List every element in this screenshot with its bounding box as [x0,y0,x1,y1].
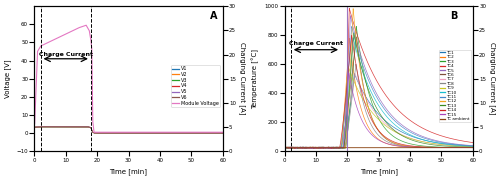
Text: B: B [450,11,458,21]
Legend: TC1, TC2, TC3, TC4, TC5, TC6, TC7, TC8, TC9, TC10, TC11, TC12, TC13, TC14, TC15,: TC1, TC2, TC3, TC4, TC5, TC6, TC7, TC8, … [439,50,471,122]
X-axis label: Time [min]: Time [min] [360,168,398,175]
Y-axis label: Voltage [V]: Voltage [V] [4,59,11,98]
Text: A: A [210,11,217,21]
Legend: V1, V2, V3, V4, V5, V6, Module Voltage: V1, V2, V3, V4, V5, V6, Module Voltage [170,65,220,107]
X-axis label: Time [min]: Time [min] [110,168,148,175]
Y-axis label: Charging Current [A]: Charging Current [A] [489,42,496,115]
Text: Charge Current: Charge Current [38,52,92,57]
Y-axis label: Temperature [°C]: Temperature [°C] [251,49,258,109]
Text: Charge Current: Charge Current [289,41,343,46]
Y-axis label: Charging Current [A]: Charging Current [A] [239,42,246,115]
